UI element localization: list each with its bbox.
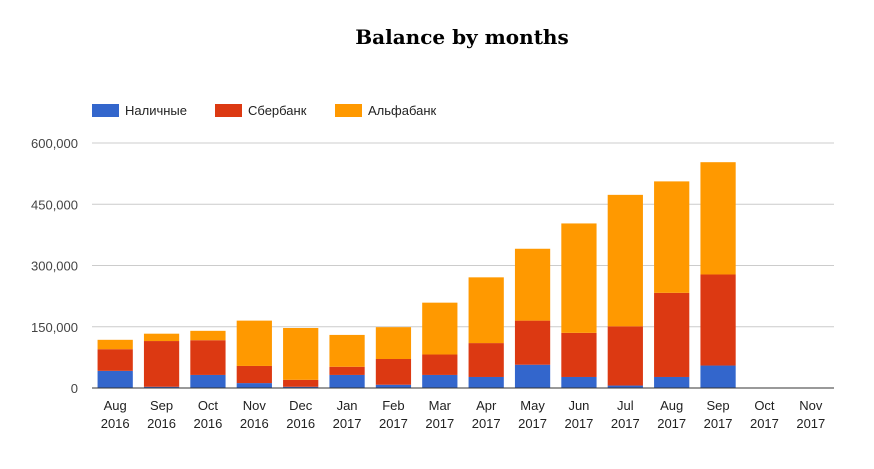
bar-cash[interactable] (143, 386, 180, 388)
bar-sberbank[interactable] (190, 340, 226, 375)
legend-label-alfabank: Альфабанк (368, 103, 437, 118)
bar-sberbank[interactable] (236, 365, 272, 384)
bar-sberbank[interactable] (375, 359, 412, 385)
x-tick-label: Nov 2017 (796, 398, 825, 431)
bar-sberbank[interactable] (329, 366, 365, 375)
x-tick-label: Sep 2017 (704, 398, 733, 431)
y-tick-label: 150,000 (31, 320, 78, 335)
bar-cash[interactable] (468, 376, 504, 388)
bar-sberbank[interactable] (561, 332, 597, 377)
bar-cash[interactable] (190, 374, 226, 388)
x-tick-label: Mar 2017 (425, 398, 454, 431)
x-tick-label: Jan 2017 (333, 398, 362, 431)
legend-swatch-cash (92, 104, 119, 117)
bar-cash[interactable] (654, 376, 690, 388)
legend: Наличные Сбербанк Альфабанк (92, 103, 437, 118)
x-tick-label: Sep 2016 (147, 398, 176, 431)
bar-cash[interactable] (329, 374, 365, 388)
bar-cash[interactable] (236, 383, 272, 388)
bar-sberbank[interactable] (468, 343, 504, 377)
bar-sberbank[interactable] (654, 292, 690, 377)
bar-cash[interactable] (561, 376, 597, 388)
x-tick-label: Jul 2017 (611, 398, 640, 431)
y-tick-label: 450,000 (31, 197, 78, 212)
bar-sberbank[interactable] (143, 341, 180, 387)
legend-swatch-sberbank (215, 104, 242, 117)
legend-item-sberbank[interactable]: Сбербанк (215, 103, 307, 118)
bar-sberbank[interactable] (97, 349, 133, 371)
bar-alfabank[interactable] (514, 248, 551, 321)
x-tick-label: Aug 2017 (657, 398, 686, 431)
y-tick-label: 600,000 (31, 136, 78, 151)
bar-cash[interactable] (375, 384, 412, 388)
x-tick-label: Oct 2017 (750, 398, 779, 431)
bar-alfabank[interactable] (190, 330, 226, 341)
x-tick-label: Apr 2017 (472, 398, 501, 431)
x-tick-label: Nov 2016 (240, 398, 269, 431)
bar-sberbank[interactable] (700, 274, 736, 366)
bar-alfabank[interactable] (375, 327, 412, 360)
x-axis: Aug 2016 Sep 2016 Oct 2016 Nov 2016 Dec 2016 Jan 20… (101, 398, 826, 431)
bar-cash[interactable] (422, 374, 458, 388)
bar-cash[interactable] (283, 386, 319, 388)
bar-alfabank[interactable] (700, 162, 736, 275)
bars (97, 162, 736, 388)
y-axis: 0 150,000 300,000 450,000 600,000 (31, 136, 78, 396)
legend-label-cash: Наличные (125, 103, 187, 118)
bar-alfabank[interactable] (143, 333, 180, 342)
bar-cash[interactable] (607, 385, 643, 388)
bar-cash[interactable] (97, 370, 133, 388)
bar-alfabank[interactable] (97, 339, 133, 350)
bar-sberbank[interactable] (283, 379, 319, 387)
bar-alfabank[interactable] (468, 277, 504, 344)
x-tick-label: Feb 2017 (379, 398, 408, 431)
legend-swatch-alfabank (335, 104, 362, 117)
bar-alfabank[interactable] (607, 194, 643, 327)
bar-alfabank[interactable] (236, 320, 272, 366)
bar-alfabank[interactable] (654, 181, 690, 293)
bar-alfabank[interactable] (422, 302, 458, 355)
x-tick-label: Oct 2016 (193, 398, 222, 431)
bar-sberbank[interactable] (422, 354, 458, 375)
bar-alfabank[interactable] (561, 223, 597, 333)
chart-title: Balance by months (355, 25, 568, 49)
x-tick-label: Dec 2016 (286, 398, 315, 431)
x-tick-label: Aug 2016 (101, 398, 130, 431)
bar-sberbank[interactable] (514, 320, 551, 365)
x-tick-label: Jun 2017 (564, 398, 593, 431)
legend-item-cash[interactable]: Наличные (92, 103, 187, 118)
bar-cash[interactable] (514, 364, 551, 388)
y-tick-label: 0 (71, 381, 78, 396)
bar-alfabank[interactable] (283, 327, 319, 380)
y-tick-label: 300,000 (31, 259, 78, 274)
legend-label-sberbank: Сбербанк (248, 103, 307, 118)
bar-cash[interactable] (700, 365, 736, 388)
x-tick-label: May 2017 (518, 398, 547, 431)
bar-alfabank[interactable] (329, 334, 365, 367)
legend-item-alfabank[interactable]: Альфабанк (335, 103, 437, 118)
bar-sberbank[interactable] (607, 326, 643, 386)
